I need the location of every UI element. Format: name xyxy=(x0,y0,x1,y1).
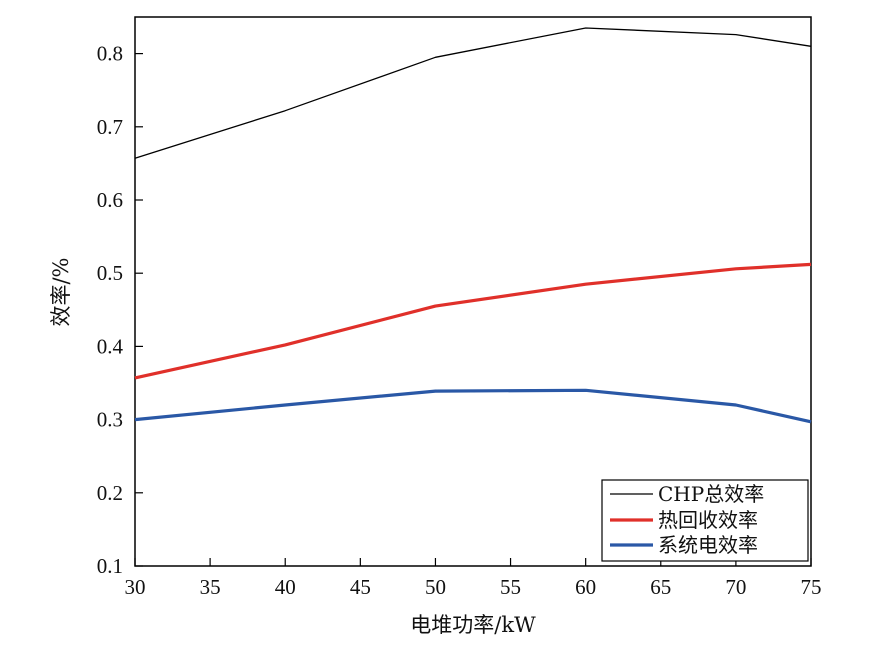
legend-label-1: CHP总效率 xyxy=(658,482,764,506)
y-tick-label: 0.7 xyxy=(97,115,123,139)
x-tick-label: 40 xyxy=(275,575,296,599)
series-line-2 xyxy=(134,262,812,380)
y-tick-label: 0.6 xyxy=(97,188,123,212)
y-axis: 0.1 0.2 0.3 0.4 0.5 0.6 0.7 0.8 xyxy=(97,42,143,578)
x-axis-title: 电堆功率/kW xyxy=(410,613,536,637)
y-tick-label: 0.5 xyxy=(97,261,123,285)
x-axis: 30 35 40 45 50 55 60 65 70 75 xyxy=(125,558,822,599)
series-line-3 xyxy=(134,388,812,424)
series-line-1 xyxy=(134,27,812,159)
x-tick-label: 45 xyxy=(350,575,371,599)
y-tick-label: 0.1 xyxy=(97,554,123,578)
series-lines xyxy=(134,27,812,424)
y-tick-label: 0.3 xyxy=(97,408,123,432)
x-tick-label: 55 xyxy=(500,575,521,599)
x-tick-label: 35 xyxy=(200,575,221,599)
legend-label-3: 系统电效率 xyxy=(658,533,758,557)
legend-label-2: 热回收效率 xyxy=(658,508,758,532)
x-tick-label: 70 xyxy=(725,575,746,599)
y-axis-title: 效率/% xyxy=(49,257,73,326)
y-tick-label: 0.2 xyxy=(97,481,123,505)
y-tick-label: 0.4 xyxy=(97,334,124,358)
x-tick-label: 60 xyxy=(575,575,596,599)
x-tick-label: 50 xyxy=(425,575,446,599)
x-tick-label: 65 xyxy=(650,575,671,599)
x-tick-label: 75 xyxy=(801,575,822,599)
y-tick-label: 0.8 xyxy=(97,42,123,66)
plot-area-frame xyxy=(134,16,812,567)
x-tick-label: 30 xyxy=(125,575,146,599)
